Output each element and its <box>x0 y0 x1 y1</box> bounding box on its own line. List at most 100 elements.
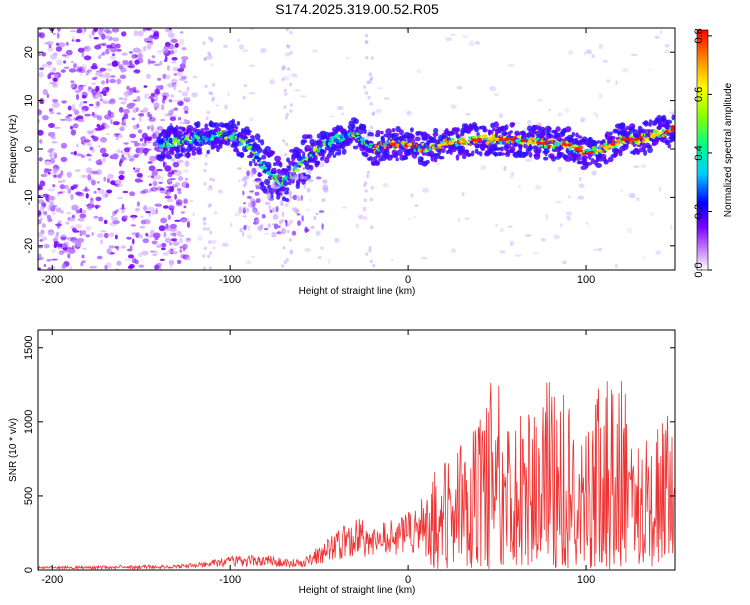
spectrogram-faint-blob <box>416 69 422 74</box>
spectrogram-noise-blob <box>60 69 66 73</box>
spectrogram-noise-blob <box>133 30 139 37</box>
spectrogram-streak-blob <box>284 142 289 146</box>
spectrogram-noise-blob <box>131 232 138 236</box>
spectrogram-streak-blob <box>283 105 287 109</box>
spectrogram-noise-blob <box>133 69 141 73</box>
spectrogram-noise-blob <box>117 61 121 67</box>
spectrogram-noise-blob <box>170 78 178 85</box>
spectrogram-noise-blob <box>173 84 176 91</box>
plume-blob <box>267 223 272 228</box>
spectrogram-streak-blob <box>286 229 290 234</box>
spectrogram-streak-blob <box>211 98 215 102</box>
ridge-halo-blob <box>432 132 439 137</box>
ridge-halo-blob <box>518 143 523 150</box>
spectrogram-faint-blob <box>192 157 196 160</box>
spectrogram-noise-blob <box>95 71 101 76</box>
spectrogram-streak-blob <box>203 217 207 221</box>
ridge-halo-blob <box>273 167 277 174</box>
ridge-halo-blob <box>335 130 339 134</box>
spectrogram-noise-blob <box>38 129 44 136</box>
x-tick-label: -200 <box>41 274 63 286</box>
ridge-halo-blob <box>528 151 533 158</box>
spectrogram-noise-blob <box>179 237 183 244</box>
spectrogram-faint-blob <box>224 104 229 110</box>
spectrogram-faint-blob <box>633 165 640 169</box>
spectrogram-noise-blob <box>69 125 74 130</box>
spectrogram-noise-blob <box>48 44 52 49</box>
spectrogram-noise-blob <box>71 204 79 211</box>
plume-blob <box>238 206 243 214</box>
spectrogram-noise-blob <box>184 80 188 84</box>
spectrogram-noise-blob <box>136 231 140 238</box>
plume-blob <box>288 190 293 197</box>
spectrogram-noise-blob <box>174 43 179 48</box>
spectrogram-noise-blob <box>116 78 122 85</box>
ridge-peak-blob <box>476 137 482 141</box>
spectrogram-noise-blob <box>170 94 175 98</box>
plume-blob <box>298 197 302 201</box>
spectrogram-noise-blob <box>95 85 100 92</box>
spectrogram-noise-blob <box>103 219 108 225</box>
spectrogram-noise-blob <box>138 264 145 268</box>
spectrogram-noise-blob <box>136 167 141 171</box>
ridge-peak-blob <box>536 140 542 145</box>
spectrogram-noise-blob <box>65 49 73 56</box>
spectrogram-noise-blob <box>168 179 172 183</box>
ridge-halo-blob <box>433 153 441 159</box>
spectrogram-faint-blob <box>246 260 252 265</box>
spectrogram-noise-blob <box>143 45 147 52</box>
plume-blob <box>282 211 285 218</box>
spectrogram-noise-blob <box>90 149 96 153</box>
ridge-halo-blob <box>180 147 187 153</box>
spectrogram-noise-blob <box>56 231 59 237</box>
spectrogram-noise-blob <box>56 112 61 115</box>
spectrogram-streak-blob <box>284 92 288 96</box>
spectrogram-noise-blob <box>181 56 189 61</box>
spectrogram-faint-blob <box>669 111 675 115</box>
spectrogram-noise-blob <box>135 107 139 111</box>
spectrogram-noise-blob <box>69 82 75 88</box>
spectrogram-noise-blob <box>76 66 83 72</box>
spectrogram-streak-blob <box>366 80 370 85</box>
spectrogram-noise-blob <box>147 58 151 65</box>
ridge-peak-blob <box>605 145 611 149</box>
ridge-halo-blob <box>332 154 337 158</box>
ridge-halo-blob <box>511 122 516 127</box>
spectrogram-noise-blob <box>123 97 128 102</box>
plume-blob <box>305 228 310 232</box>
ridge-halo-blob <box>234 126 239 130</box>
spectrogram-noise-blob <box>132 99 138 102</box>
spectrogram-noise-blob <box>111 28 120 33</box>
spectrogram-noise-blob <box>126 103 134 109</box>
ridge-halo-blob <box>459 132 465 137</box>
spectrogram-faint-blob <box>470 39 473 43</box>
spectrogram-faint-blob <box>184 96 191 101</box>
spectrogram-faint-blob <box>461 35 469 38</box>
spectrogram-faint-blob <box>304 248 311 252</box>
ridge-halo-blob <box>643 149 648 156</box>
spectrogram-streak-blob <box>289 195 293 200</box>
plume-blob <box>249 190 255 193</box>
spectrogram-noise-blob <box>181 91 188 97</box>
spectrogram-streak-blob <box>208 240 212 244</box>
spectrogram-noise-blob <box>164 165 172 172</box>
spectrogram-faint-blob <box>246 234 253 240</box>
spectrogram-noise-blob <box>142 147 149 154</box>
spectrogram-noise-blob <box>79 101 85 105</box>
ridge-halo-blob <box>261 154 267 160</box>
spectrogram-noise-blob <box>57 28 61 32</box>
ridge-halo-blob <box>286 157 291 163</box>
spectrogram-streak-blob <box>369 259 373 264</box>
colorbar: 0.0 0.2 0.4 0.6 0.8 Normalized spectral ampl… <box>693 28 734 277</box>
spectrogram-noise-blob <box>131 216 136 221</box>
ridge-core-blob <box>491 140 495 145</box>
ridge-halo-blob <box>555 126 561 132</box>
plume-blob <box>291 230 297 236</box>
spectrogram-noise-blob <box>179 31 184 34</box>
spectrogram-noise-blob <box>110 75 116 78</box>
spectrogram-noise-blob <box>91 112 95 116</box>
ridge-core-blob <box>592 146 597 151</box>
spectrogram-noise-blob <box>75 93 80 101</box>
spectrogram-faint-blob <box>294 89 301 92</box>
